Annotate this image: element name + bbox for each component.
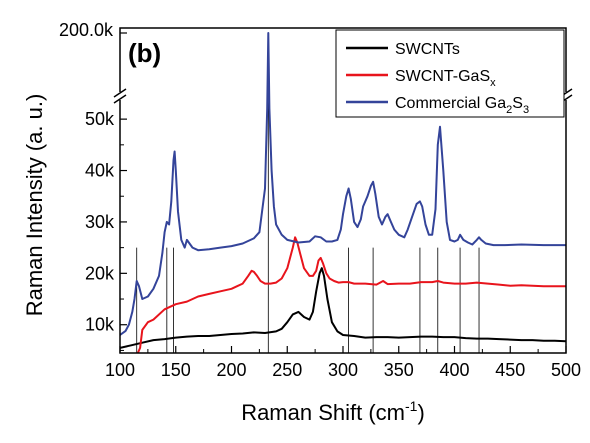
- x-axis: 100 150 200 250 300 350 400 450 500: [105, 346, 581, 380]
- y-tick-label: 50k: [85, 109, 115, 129]
- series-group: [120, 32, 566, 353]
- legend-label-2: Commercial Ga2S3: [395, 95, 529, 116]
- x-axis-title-close: ): [417, 400, 424, 425]
- x-tick-label: 450: [495, 360, 525, 380]
- series-line-0: [120, 267, 566, 349]
- x-axis-title-main: Raman Shift (cm: [241, 400, 405, 425]
- x-tick-label: 300: [328, 360, 358, 380]
- axis-break-mark-0-a: [113, 88, 127, 98]
- y-upper-tick-label: 200.0k: [59, 20, 114, 40]
- legend-text-part: SWCNTs: [395, 41, 460, 58]
- axis-break-left-gap: [114, 92, 126, 100]
- x-tick-label: 350: [384, 360, 414, 380]
- legend-text-part: Commercial Ga: [395, 95, 506, 112]
- x-tick-label: 250: [272, 360, 302, 380]
- x-tick-label: 500: [551, 360, 581, 380]
- x-axis-title-sup: -1: [405, 398, 418, 414]
- x-tick-label: 200: [216, 360, 246, 380]
- legend-subscript: 2: [506, 104, 512, 116]
- legend-label-1: SWCNT-GaSx: [395, 68, 496, 89]
- legend-subscript: x: [490, 77, 496, 89]
- legend: SWCNTs SWCNT-GaSx Commercial Ga2S3: [335, 29, 565, 118]
- y-tick-label: 40k: [85, 161, 115, 181]
- x-tick-label: 150: [161, 360, 191, 380]
- x-tick-label: 400: [439, 360, 469, 380]
- legend-text-part: S: [512, 95, 523, 112]
- y-tick-label: 20k: [85, 263, 115, 283]
- x-tick-label: 100: [105, 360, 135, 380]
- legend-label-0: SWCNTs: [395, 41, 460, 58]
- series-line-2: [120, 32, 566, 336]
- axis-break-mark-0-b: [113, 94, 127, 104]
- y-tick-label: 30k: [85, 212, 115, 232]
- legend-text-part: SWCNT-GaS: [395, 68, 490, 85]
- y-axis-title: Raman Intensity (a. u.): [22, 94, 47, 317]
- y-axis: 10k 20k 30k 40k 50k: [85, 32, 127, 351]
- y-tick-label: 10k: [85, 315, 115, 335]
- panel-label: (b): [128, 38, 161, 68]
- axis-break-right-gap: [560, 92, 572, 100]
- x-axis-title: Raman Shift (cm-1): [241, 398, 425, 425]
- series-line-1: [136, 236, 566, 353]
- legend-subscript: 3: [523, 104, 529, 116]
